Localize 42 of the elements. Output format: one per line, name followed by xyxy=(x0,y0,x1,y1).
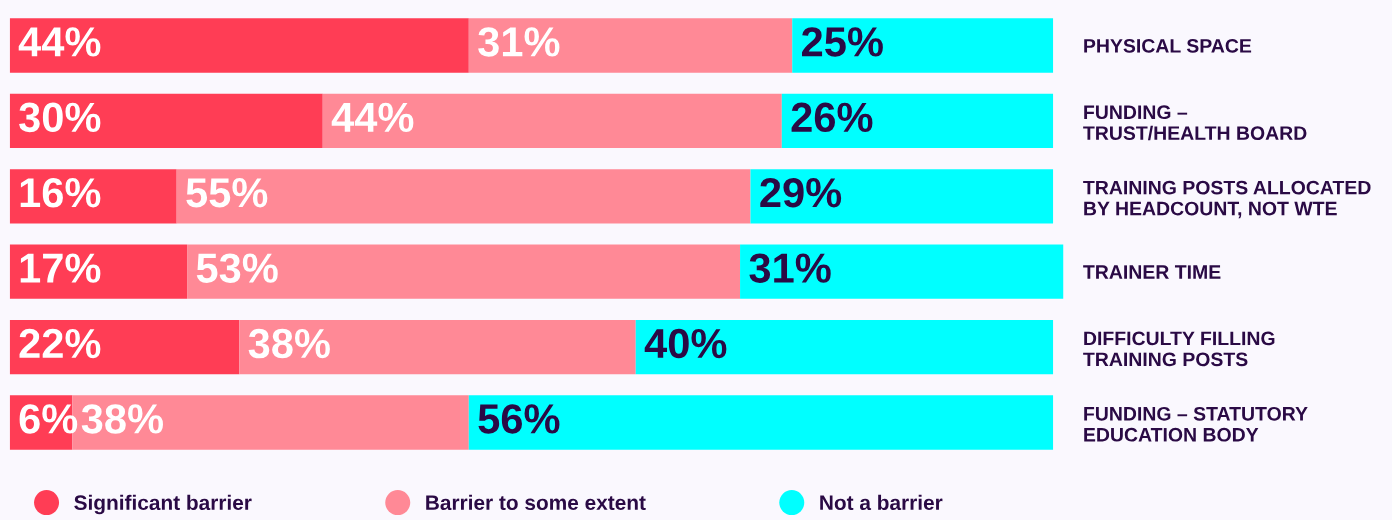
data-label: 38% xyxy=(81,404,163,434)
bar xyxy=(9,244,188,299)
data-label: 44% xyxy=(18,27,101,57)
bar xyxy=(792,18,1054,73)
bar xyxy=(750,169,1054,224)
bar xyxy=(187,244,741,299)
data-label: 56% xyxy=(478,404,560,434)
y-tick-label: DIFFICULTY FILLING TRAINING POSTS xyxy=(1083,331,1275,367)
data-label: 6% xyxy=(19,404,78,434)
y-tick-label: FUNDING – TRUST/HEALTH BOARD xyxy=(1083,105,1307,141)
bar xyxy=(740,244,1064,299)
data-label: 16% xyxy=(20,177,101,208)
y-tick-label: TRAINER TIME xyxy=(1083,265,1221,279)
data-label: 40% xyxy=(644,328,727,359)
bar xyxy=(635,319,1054,375)
bar xyxy=(322,93,782,149)
bar xyxy=(9,18,469,73)
data-label: 38% xyxy=(248,328,330,359)
bar xyxy=(9,319,240,375)
bar xyxy=(468,18,793,73)
data-label: 22% xyxy=(19,328,101,359)
data-label: 25% xyxy=(802,27,883,57)
y-tick-label: FUNDING – STATUTORY EDUCATION BODY xyxy=(1084,406,1308,442)
data-label: 26% xyxy=(791,102,873,133)
bar xyxy=(9,93,323,149)
data-label: 55% xyxy=(186,178,268,208)
data-label: 44% xyxy=(331,102,414,132)
legend-label: Barrier to some extent xyxy=(426,494,646,511)
bar xyxy=(239,319,636,375)
bar xyxy=(781,93,1054,149)
bar xyxy=(176,169,751,224)
data-label: 17% xyxy=(20,253,101,283)
data-label: 31% xyxy=(478,27,560,57)
data-label: 53% xyxy=(196,253,278,283)
legend-label: Not a barrier xyxy=(820,494,943,511)
data-label: 31% xyxy=(749,253,831,283)
data-label: 29% xyxy=(760,177,842,208)
data-label: 30% xyxy=(19,102,101,133)
legend-label: Significant barrier xyxy=(74,494,252,515)
bar xyxy=(468,395,1054,450)
y-tick-label: PHYSICAL SPACE xyxy=(1084,38,1252,53)
y-tick-label: TRAINING POSTS ALLOCATED BY HEADCOUNT, NOT WTE xyxy=(1083,180,1371,219)
